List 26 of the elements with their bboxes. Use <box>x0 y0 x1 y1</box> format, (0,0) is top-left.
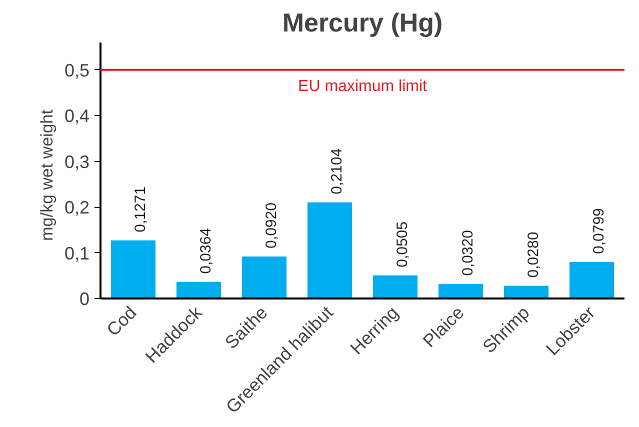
data-label: 0,1271 <box>132 186 149 232</box>
x-tick-label: Cod <box>102 302 140 340</box>
bar <box>569 262 614 298</box>
bar <box>307 202 352 298</box>
data-label: 0,0799 <box>590 208 608 254</box>
bar <box>110 240 156 298</box>
data-label: 0,0920 <box>262 202 280 248</box>
data-label: 0,0364 <box>197 228 214 274</box>
bar <box>372 275 418 298</box>
data-label: 0,0320 <box>459 230 476 276</box>
data-label: 0,0280 <box>524 232 542 278</box>
y-tick-label: 0 <box>79 289 90 309</box>
y-axis-title: mg/kg wet weight <box>37 109 56 241</box>
bar <box>438 284 484 298</box>
y-tick-label: 0,4 <box>64 106 90 126</box>
bar <box>242 256 287 298</box>
bar <box>176 282 222 298</box>
chart-title: Mercury (Hg) <box>282 8 443 38</box>
y-tick-label: 0,5 <box>64 60 90 80</box>
y-tick-label: 0,2 <box>64 198 90 218</box>
data-label: 0,0505 <box>394 222 411 268</box>
y-tick-label: 0,3 <box>64 152 90 172</box>
ref-line-label: EU maximum limit <box>298 78 428 95</box>
data-label: 0,2104 <box>328 148 346 194</box>
bar <box>504 286 549 298</box>
y-tick-label: 0,1 <box>64 243 90 264</box>
